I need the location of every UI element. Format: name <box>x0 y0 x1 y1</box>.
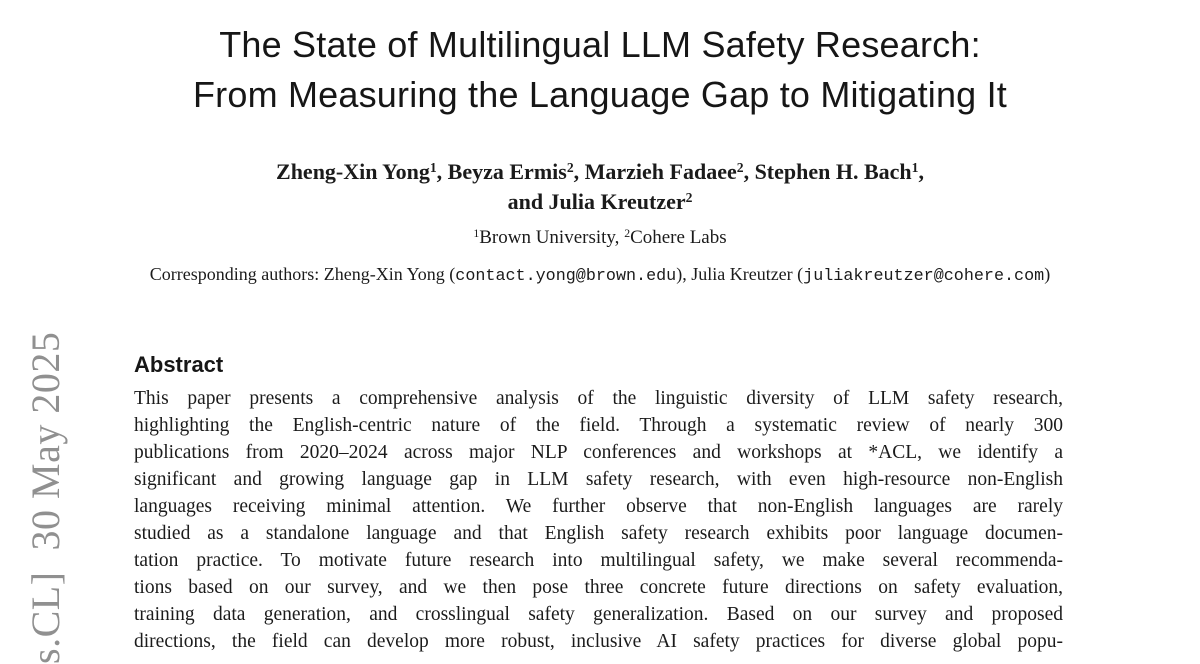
abstract-line: tation practice. To motivate future rese… <box>134 550 1063 571</box>
authors-line-1: Zheng-Xin Yong1, Beyza Ermis2, Marzieh F… <box>276 159 924 184</box>
abstract-line: significant and growing language gap in … <box>134 469 1063 490</box>
abstract-line: directions, the field can develop more r… <box>134 631 1063 652</box>
pdf-page: { "colors": { "text": "#1b1b1b", "waterm… <box>0 20 1200 664</box>
paper-title: The State of Multilingual LLM Safety Res… <box>0 20 1200 120</box>
email-address: contact.yong@brown.edu <box>455 267 677 286</box>
affiliations: 1Brown University, 2Cohere Labs <box>473 226 727 248</box>
arxiv-stamp: s.CL] 30 May 2025 <box>23 331 68 664</box>
superscript-marker: 2 <box>736 159 744 175</box>
authors-line-2: and Julia Kreutzer2 <box>507 189 693 214</box>
author-list: Zheng-Xin Yong1, Beyza Ermis2, Marzieh F… <box>0 157 1200 217</box>
email-address: juliakreutzer@cohere.com <box>803 267 1045 286</box>
abstract-line: tions based on our survey, and we then p… <box>134 577 1063 598</box>
abstract-line: training data generation, and crosslingu… <box>134 604 1063 625</box>
abstract-body: This paper presents a comprehensive anal… <box>134 385 1063 655</box>
superscript-marker: 1 <box>429 159 437 175</box>
abstract-line: studied as a standalone language and tha… <box>134 523 1063 544</box>
superscript-marker: 1 <box>473 226 480 240</box>
corresponding-authors: Corresponding authors: Zheng-Xin Yong (c… <box>149 264 1051 286</box>
abstract-line: This paper presents a comprehensive anal… <box>134 388 1063 409</box>
paper-title-line-1: The State of Multilingual LLM Safety Res… <box>219 24 981 65</box>
abstract-line: highlighting the English-centric nature … <box>134 415 1063 436</box>
abstract-line: publications from 2020–2024 across major… <box>134 442 1063 463</box>
superscript-marker: 1 <box>911 159 919 175</box>
superscript-marker: 2 <box>685 189 693 205</box>
superscript-marker: 2 <box>566 159 574 175</box>
abstract-line: languages receiving minimal attention. W… <box>134 496 1063 517</box>
paper-title-line-2: From Measuring the Language Gap to Mitig… <box>192 74 1008 115</box>
abstract-heading: Abstract <box>134 352 224 377</box>
superscript-marker: 2 <box>624 226 631 240</box>
